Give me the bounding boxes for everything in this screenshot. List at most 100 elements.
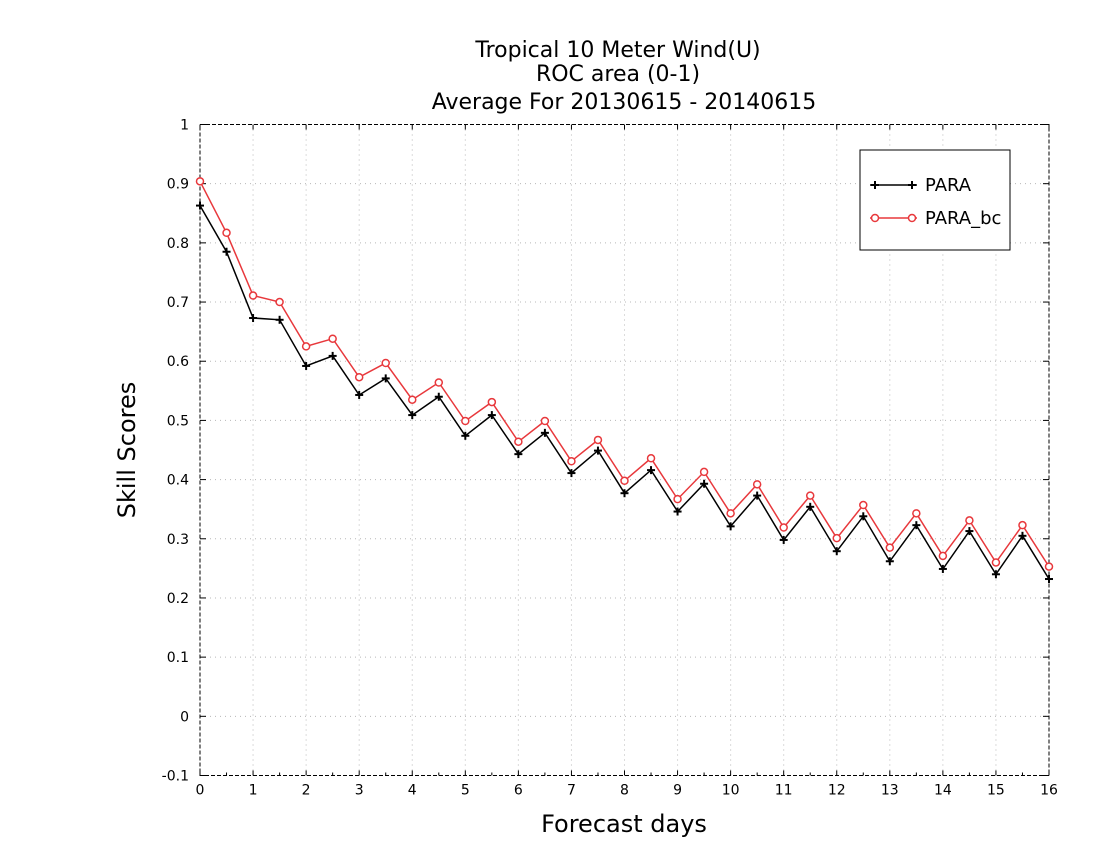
grid bbox=[200, 124, 1049, 776]
y-axis-title: Skill Scores bbox=[113, 382, 141, 519]
data-point bbox=[991, 570, 1000, 579]
data-point bbox=[567, 469, 576, 478]
x-axis-title: Forecast days bbox=[541, 810, 707, 838]
data-point bbox=[408, 411, 417, 420]
data-point bbox=[620, 476, 629, 486]
x-tick-label: 3 bbox=[355, 783, 364, 799]
data-point bbox=[806, 502, 815, 511]
series-para bbox=[196, 201, 1053, 584]
data-point bbox=[699, 467, 709, 477]
chart-title-line-1: Tropical 10 Meter Wind(U) bbox=[474, 38, 760, 63]
x-tick-label: 5 bbox=[461, 783, 470, 799]
legend-marker bbox=[870, 213, 880, 223]
data-point bbox=[991, 558, 1001, 567]
legend-label: PARA_bc bbox=[925, 208, 1001, 229]
data-point bbox=[355, 390, 364, 399]
data-point bbox=[673, 507, 682, 516]
data-point bbox=[700, 479, 709, 488]
data-point bbox=[859, 512, 868, 521]
data-point bbox=[938, 551, 948, 561]
legend-marker bbox=[908, 181, 916, 189]
data-point bbox=[965, 527, 974, 536]
data-point bbox=[832, 547, 841, 556]
chart-title-line-2: ROC area (0-1) bbox=[536, 62, 700, 87]
data-point bbox=[752, 480, 762, 489]
y-tick-label: 1 bbox=[180, 118, 189, 134]
data-point bbox=[461, 431, 470, 440]
data-point bbox=[408, 395, 417, 404]
data-point bbox=[275, 315, 284, 324]
data-point bbox=[328, 334, 337, 343]
x-tick-label: 0 bbox=[196, 783, 205, 799]
data-point bbox=[779, 535, 788, 544]
data-point bbox=[620, 489, 629, 498]
data-point bbox=[248, 291, 258, 300]
x-tick-label: 7 bbox=[567, 783, 576, 799]
legend-item-para-bc: PARA_bc bbox=[870, 208, 1001, 229]
axis-ticks: 0 1 2 3 4 5 6 7 8 9 10 11 12 13 14 15 16-0.100.10.20.30.… bbox=[162, 118, 1058, 799]
x-tick-label: 10 bbox=[722, 783, 740, 799]
data-point bbox=[275, 297, 284, 307]
x-tick-label: 15 bbox=[987, 783, 1005, 799]
y-tick-label: 0.7 bbox=[167, 295, 189, 311]
legend-marker bbox=[907, 213, 917, 223]
x-tick-label: 11 bbox=[775, 783, 793, 799]
data-point bbox=[912, 509, 921, 518]
x-tick-label: 9 bbox=[673, 783, 682, 799]
data-point bbox=[249, 314, 258, 323]
y-tick-label: 0.5 bbox=[167, 413, 189, 429]
x-tick-label: 2 bbox=[302, 783, 311, 799]
y-tick-label: 0.4 bbox=[167, 473, 189, 489]
y-tick-label: 0.6 bbox=[167, 354, 189, 370]
data-point bbox=[195, 177, 205, 186]
legend-entries: PARA PARA_bc bbox=[870, 175, 1001, 229]
data-point bbox=[779, 523, 788, 532]
data-point bbox=[885, 543, 895, 552]
x-tick-label: 4 bbox=[408, 783, 417, 799]
x-tick-label: 14 bbox=[934, 783, 952, 799]
data-point bbox=[1018, 520, 1027, 530]
legend-label: PARA bbox=[925, 175, 972, 196]
data-point bbox=[302, 361, 311, 370]
data-point bbox=[832, 533, 841, 543]
y-tick-label: 0.2 bbox=[167, 591, 189, 607]
data-point bbox=[938, 564, 947, 573]
data-point bbox=[540, 428, 549, 437]
y-tick-label: -0.1 bbox=[162, 769, 189, 785]
y-tick-label: 0.1 bbox=[167, 650, 189, 666]
data-point bbox=[354, 372, 364, 382]
data-point bbox=[301, 342, 311, 351]
data-point bbox=[726, 509, 735, 518]
x-tick-label: 8 bbox=[620, 783, 629, 799]
data-point bbox=[912, 521, 921, 530]
series-layer bbox=[195, 177, 1054, 584]
data-point bbox=[434, 392, 443, 401]
series-para-bc bbox=[195, 177, 1054, 571]
y-tick-label: 0 bbox=[180, 709, 189, 725]
data-point bbox=[859, 500, 868, 510]
data-point bbox=[434, 378, 444, 387]
data-point bbox=[514, 450, 523, 459]
data-point bbox=[965, 516, 974, 525]
x-tick-label: 1 bbox=[249, 783, 258, 799]
legend-marker bbox=[871, 181, 879, 189]
data-point bbox=[222, 247, 231, 256]
x-tick-label: 13 bbox=[881, 783, 899, 799]
data-point bbox=[726, 522, 735, 531]
y-tick-label: 0.9 bbox=[167, 177, 189, 193]
data-point bbox=[487, 411, 496, 420]
data-point bbox=[1044, 562, 1054, 571]
data-point bbox=[1045, 575, 1053, 584]
data-point bbox=[805, 491, 815, 500]
x-tick-label: 16 bbox=[1040, 783, 1058, 799]
data-point bbox=[646, 454, 656, 463]
y-tick-label: 0.3 bbox=[167, 532, 189, 548]
data-point bbox=[222, 228, 231, 238]
data-point bbox=[593, 435, 603, 445]
data-point bbox=[196, 201, 204, 210]
data-point bbox=[1018, 531, 1027, 540]
x-tick-label: 6 bbox=[514, 783, 523, 799]
x-tick-label: 12 bbox=[828, 783, 846, 799]
legend: PARA PARA_bc bbox=[859, 149, 1011, 251]
